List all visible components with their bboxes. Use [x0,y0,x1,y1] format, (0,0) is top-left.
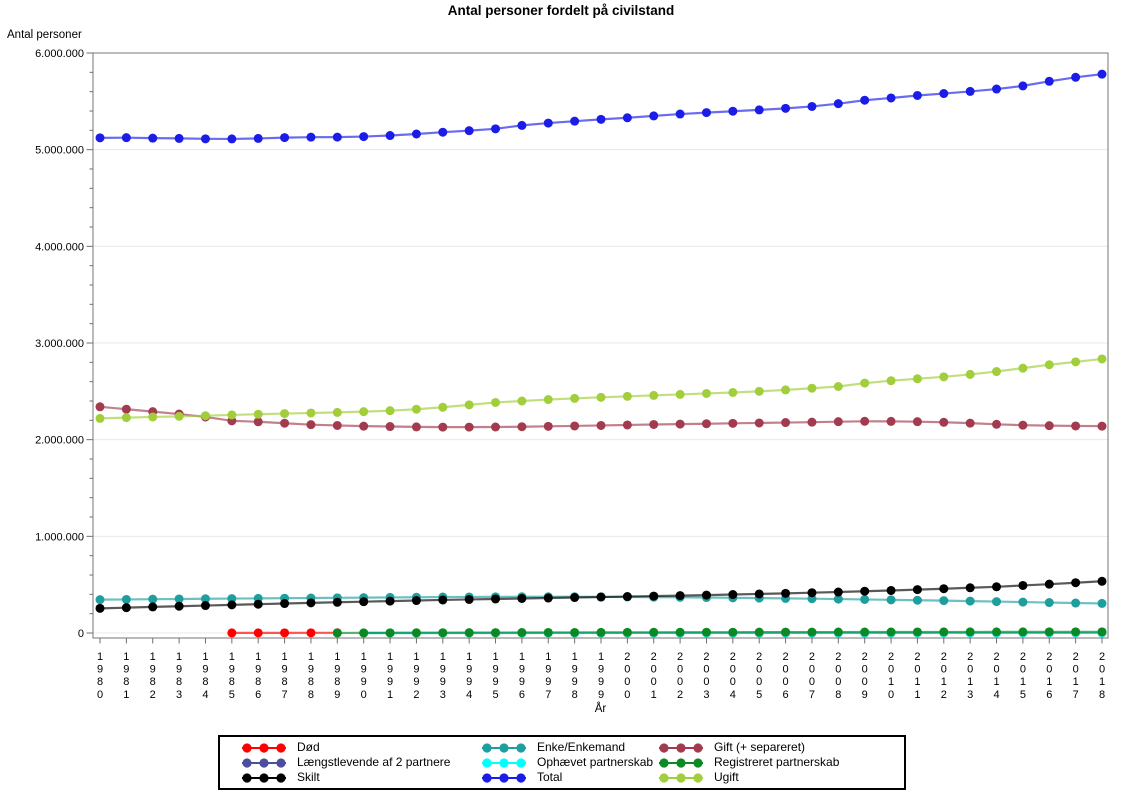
legend-item-enke-enkemand: Enke/Enkemand [480,740,657,755]
legend-item-registreret-partnerskab: Registreret partnerskab [657,755,904,770]
legend-marker-icon [659,742,703,753]
legend-label: Død [297,740,320,754]
x-axis-ticks [99,638,1103,644]
legend-label: Enke/Enkemand [537,740,626,754]
y-axis-ticks [86,52,93,634]
series-gift-separeret [95,402,1107,432]
svg-text:0: 0 [78,628,84,640]
svg-text:3.000.000: 3.000.000 [35,338,84,350]
x-tick-labels: 1 9 8 0 1 9 8 1 1 9 8 2 1 9 8 3 1 9 8 4 1 9 8 5 1 9 8 6 1 9 8 7 1 9 8 8 1 9 8 9… [97,651,1105,701]
svg-text:2.000.000: 2.000.000 [35,435,84,447]
legend-marker-icon [482,757,526,768]
svg-text:5.000.000: 5.000.000 [35,145,84,157]
series-registreret-partnerskab [332,627,1107,638]
series-skilt [95,576,1107,613]
y-tick-labels: 0 1.000.000 2.000.000 3.000.000 4.000.000 5.0… [35,48,84,640]
svg-text:6.000.000: 6.000.000 [35,48,84,60]
legend-item-d-d: Død [240,740,480,755]
series-d-d [227,628,342,638]
legend-item-ugift: Ugift [657,770,904,785]
legend-marker-icon [659,772,703,783]
legend-label: Længstlevende af 2 partnere [297,755,451,769]
legend-label: Ugift [714,770,739,784]
gridlines [93,52,1108,634]
plot-frame [92,52,1109,639]
y-axis-title: Antal personer [7,29,82,41]
legend-item-l-ngstlevende-af-2-partnere: Længstlevende af 2 partnere [240,755,480,770]
svg-text:4.000.000: 4.000.000 [35,241,84,253]
svg-text:1.000.000: 1.000.000 [35,531,84,543]
legend-marker-icon [482,742,526,753]
legend-item-oph-vet-partnerskab: Ophævet partnerskab [480,755,657,770]
series-ugift [95,354,1107,423]
legend-item-total: Total [480,770,657,785]
legend-marker-icon [242,757,286,768]
legend-marker-icon [482,772,526,783]
legend-marker-icon [659,757,703,768]
legend-label: Ophævet partnerskab [537,755,654,769]
legend-item-skilt: Skilt [240,770,480,785]
x-axis-title: År [594,703,607,715]
legend-label: Total [537,770,563,784]
series-total [95,69,1107,144]
legend-marker-icon [242,772,286,783]
legend-label: Skilt [297,770,320,784]
legend-item-gift-separeret: Gift (+ separeret) [657,740,904,755]
legend-marker-icon [242,742,286,753]
chart-title: Antal personer fordelt på civilstand [447,3,675,18]
legend: Død Enke/Enkemand Gift (+ separeret) Længst… [218,735,906,790]
legend-label: Gift (+ separeret) [714,740,806,754]
legend-label: Registreret partnerskab [714,755,840,769]
